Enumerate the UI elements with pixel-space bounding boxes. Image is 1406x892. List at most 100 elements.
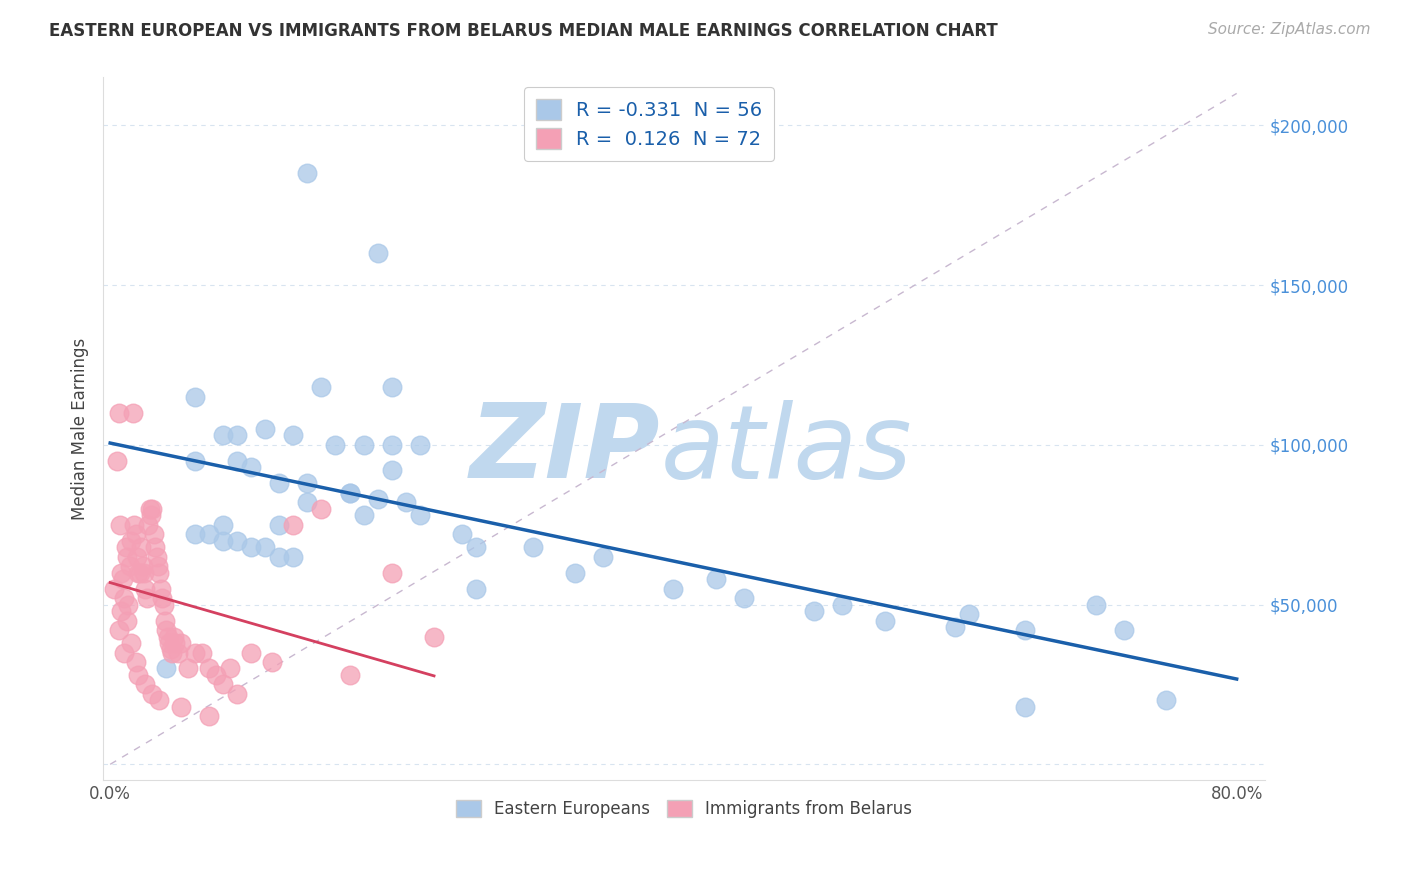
Point bbox=[110, 566, 132, 580]
Point bbox=[190, 646, 212, 660]
Point bbox=[451, 527, 474, 541]
Point bbox=[124, 527, 146, 541]
Point bbox=[465, 540, 488, 554]
Point bbox=[311, 501, 333, 516]
Point bbox=[409, 508, 432, 523]
Point bbox=[204, 668, 226, 682]
Point bbox=[135, 591, 157, 606]
Point bbox=[183, 646, 205, 660]
Point bbox=[592, 549, 614, 564]
Point bbox=[339, 485, 361, 500]
Point bbox=[733, 591, 755, 606]
Point bbox=[803, 604, 825, 618]
Point bbox=[395, 495, 418, 509]
Point bbox=[124, 655, 146, 669]
Point bbox=[162, 630, 184, 644]
Point bbox=[155, 661, 177, 675]
Point bbox=[1154, 693, 1177, 707]
Point bbox=[166, 646, 188, 660]
Point bbox=[283, 549, 305, 564]
Point bbox=[128, 566, 150, 580]
Point bbox=[367, 492, 389, 507]
Point bbox=[353, 508, 375, 523]
Y-axis label: Median Male Earnings: Median Male Earnings bbox=[72, 338, 89, 520]
Text: atlas: atlas bbox=[661, 400, 912, 500]
Point bbox=[125, 549, 148, 564]
Point bbox=[225, 428, 247, 442]
Point bbox=[297, 495, 319, 509]
Point bbox=[197, 709, 219, 723]
Point bbox=[409, 438, 432, 452]
Point bbox=[522, 540, 544, 554]
Point bbox=[176, 661, 198, 675]
Point bbox=[662, 582, 685, 596]
Point bbox=[297, 166, 319, 180]
Point bbox=[353, 438, 375, 452]
Point bbox=[254, 422, 277, 436]
Point bbox=[218, 661, 240, 675]
Point bbox=[169, 636, 191, 650]
Point bbox=[163, 636, 186, 650]
Point bbox=[117, 598, 139, 612]
Point bbox=[381, 566, 404, 580]
Point bbox=[225, 454, 247, 468]
Point bbox=[957, 607, 980, 622]
Point bbox=[110, 604, 132, 618]
Point bbox=[145, 549, 167, 564]
Text: EASTERN EUROPEAN VS IMMIGRANTS FROM BELARUS MEDIAN MALE EARNINGS CORRELATION CHA: EASTERN EUROPEAN VS IMMIGRANTS FROM BELA… bbox=[49, 22, 998, 40]
Point bbox=[103, 582, 125, 596]
Point bbox=[254, 540, 277, 554]
Point bbox=[132, 566, 155, 580]
Point bbox=[381, 463, 404, 477]
Point bbox=[325, 438, 347, 452]
Point bbox=[831, 598, 853, 612]
Point bbox=[141, 501, 163, 516]
Point bbox=[152, 598, 174, 612]
Point bbox=[269, 476, 291, 491]
Point bbox=[148, 566, 170, 580]
Point bbox=[155, 623, 177, 637]
Point bbox=[183, 454, 205, 468]
Point bbox=[283, 517, 305, 532]
Point bbox=[211, 428, 233, 442]
Point bbox=[120, 636, 142, 650]
Point bbox=[943, 620, 966, 634]
Point bbox=[114, 540, 136, 554]
Point bbox=[311, 380, 333, 394]
Point bbox=[183, 390, 205, 404]
Point bbox=[704, 572, 727, 586]
Point bbox=[183, 527, 205, 541]
Point bbox=[873, 614, 896, 628]
Point bbox=[157, 636, 180, 650]
Point bbox=[127, 668, 149, 682]
Point bbox=[160, 646, 183, 660]
Point bbox=[367, 246, 389, 260]
Point bbox=[108, 517, 131, 532]
Point bbox=[240, 460, 263, 475]
Point bbox=[107, 406, 129, 420]
Point bbox=[1084, 598, 1107, 612]
Point bbox=[381, 380, 404, 394]
Point bbox=[269, 549, 291, 564]
Point bbox=[240, 540, 263, 554]
Point bbox=[118, 559, 141, 574]
Legend: Eastern Europeans, Immigrants from Belarus: Eastern Europeans, Immigrants from Belar… bbox=[449, 793, 918, 825]
Point bbox=[423, 630, 446, 644]
Point bbox=[122, 517, 145, 532]
Point bbox=[107, 623, 129, 637]
Point bbox=[225, 533, 247, 548]
Point bbox=[262, 655, 284, 669]
Point bbox=[111, 572, 134, 586]
Point bbox=[564, 566, 586, 580]
Point bbox=[211, 677, 233, 691]
Point bbox=[136, 517, 159, 532]
Point bbox=[129, 540, 152, 554]
Point bbox=[115, 549, 138, 564]
Point bbox=[381, 438, 404, 452]
Point bbox=[211, 533, 233, 548]
Point bbox=[283, 428, 305, 442]
Point bbox=[225, 687, 247, 701]
Point bbox=[112, 591, 135, 606]
Point bbox=[150, 591, 173, 606]
Point bbox=[339, 668, 361, 682]
